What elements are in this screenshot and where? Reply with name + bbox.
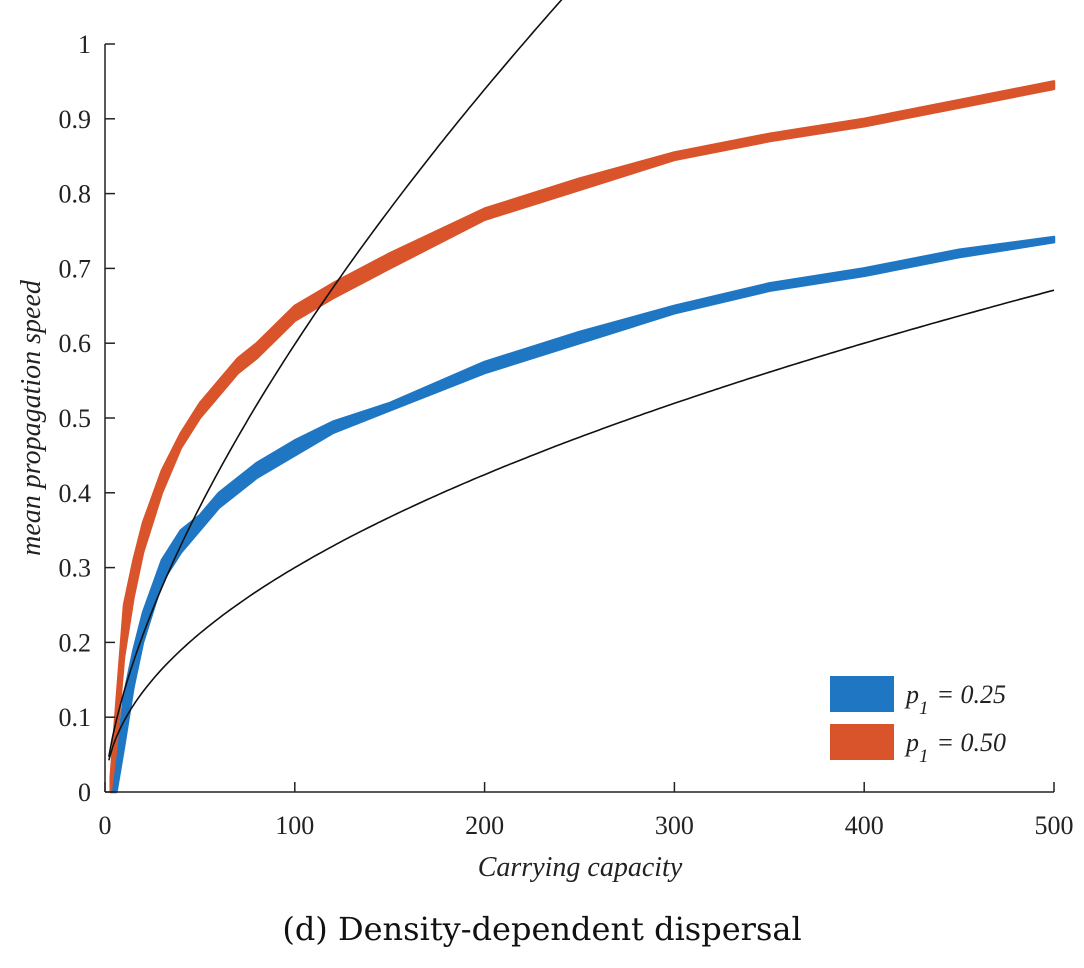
series-layer [109,80,1056,794]
legend-label-p1-025: p1 = 0.25 [904,680,1006,719]
x-tick-label: 500 [1035,811,1074,840]
y-tick-label: 0.1 [59,703,92,732]
legend-value: = 0.25 [937,680,1007,709]
series-band-p1-025 [109,235,1056,794]
x-tick-label: 200 [465,811,504,840]
y-tick-label: 0.9 [59,105,92,134]
x-tick-label: 0 [99,811,112,840]
x-tick-label: 300 [655,811,694,840]
legend-var: p [904,728,919,757]
legend: p1 = 0.25 p1 = 0.50 [830,676,1006,767]
y-tick-label: 0.6 [59,329,92,358]
x-axis-title: Carrying capacity [478,852,683,883]
legend-sub: 1 [919,698,929,719]
legend-value: = 0.50 [937,728,1007,757]
y-tick-label: 0.8 [59,180,92,209]
y-tick-label: 0.7 [59,254,92,283]
y-tick-label: 0.3 [59,554,92,583]
y-tick-label: 0 [78,778,91,807]
fit-upper-line [108,289,1055,761]
legend-swatch-p1-025 [830,676,894,712]
y-tick-label: 0.5 [59,404,92,433]
fit-lower-line [108,0,563,757]
fit-curves-layer [108,0,1055,761]
series-band-p1-050 [109,80,1056,794]
y-tick-label: 1 [78,30,91,59]
axes [104,43,1055,793]
legend-sub: 1 [919,746,929,767]
legend-swatch-p1-050 [830,724,894,760]
figure-caption: (d) Density-dependent dispersal [282,910,802,948]
tick-labels: 0 100 200 300 400 500 0 0.1 0.2 0.3 0.4 0.5 0.6 0.7 0.… [59,30,1074,840]
x-tick-label: 400 [845,811,884,840]
x-tick-label: 100 [275,811,314,840]
legend-label-p1-050: p1 = 0.50 [904,728,1006,767]
y-tick-label: 0.2 [59,628,92,657]
legend-var: p [904,680,919,709]
y-axis-title: mean propagation speed [16,279,47,556]
y-tick-label: 0.4 [59,479,92,508]
